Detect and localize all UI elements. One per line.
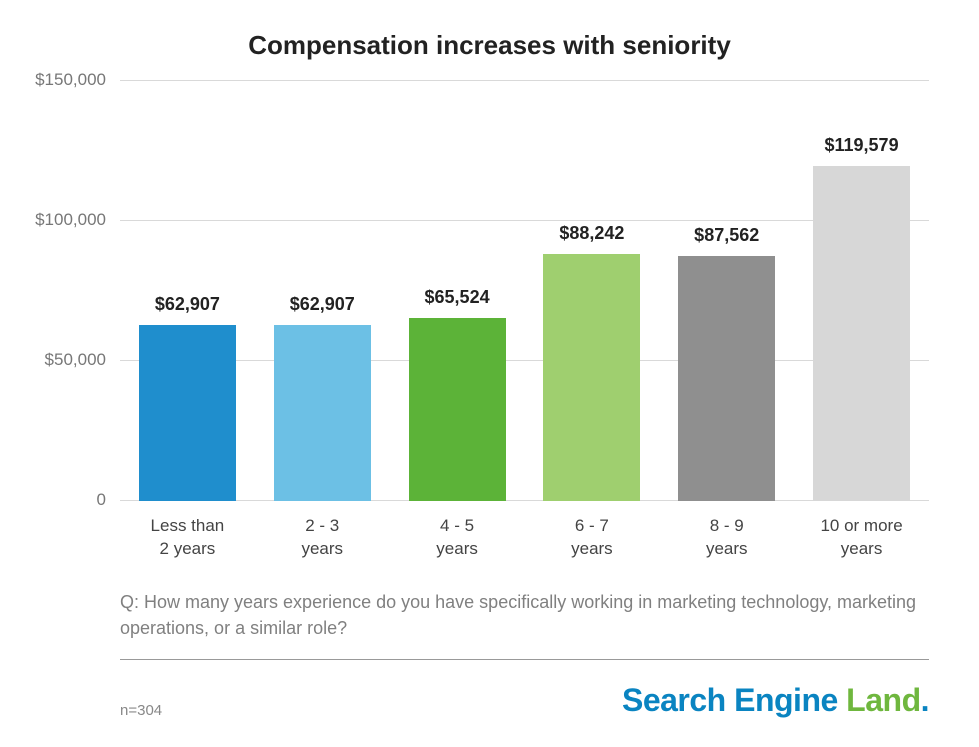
bar-slot: $119,579 xyxy=(794,81,929,501)
survey-question: Q: How many years experience do you have… xyxy=(120,589,929,660)
bar-slot: $65,524 xyxy=(390,81,525,501)
bar: $62,907 xyxy=(139,325,236,501)
bars-container: $62,907 $62,907 $65,524 $88,242 $87,562 $119,… xyxy=(120,81,929,501)
sample-size: n=304 xyxy=(120,702,162,719)
y-axis-tick: $150,000 xyxy=(35,70,120,90)
bar-value-label: $87,562 xyxy=(694,225,759,246)
bar: $65,524 xyxy=(409,318,506,501)
bar: $119,579 xyxy=(813,166,910,501)
x-axis-label: 4 - 5years xyxy=(390,515,525,561)
x-axis-labels: Less than2 years2 - 3years4 - 5years6 - … xyxy=(120,515,929,561)
bar-slot: $62,907 xyxy=(255,81,390,501)
bar: $62,907 xyxy=(274,325,371,501)
x-axis-label: 8 - 9years xyxy=(659,515,794,561)
bar-value-label: $119,579 xyxy=(825,135,899,156)
bar-slot: $88,242 xyxy=(524,81,659,501)
brand-word-1: Search xyxy=(622,682,734,718)
y-axis-tick: $100,000 xyxy=(35,210,120,230)
x-axis-label: 6 - 7years xyxy=(524,515,659,561)
brand-trailing-dot: . xyxy=(921,682,929,718)
brand-word-3: Land xyxy=(846,682,920,718)
y-axis-tick: 0 xyxy=(97,490,120,510)
x-axis-label: 10 or moreyears xyxy=(794,515,929,561)
brand-logo: Search Engine Land. xyxy=(622,682,929,719)
bar-value-label: $88,242 xyxy=(559,223,624,244)
footer: n=304 Search Engine Land. xyxy=(120,682,929,719)
chart-title: Compensation increases with seniority xyxy=(40,30,939,61)
bar: $88,242 xyxy=(543,254,640,501)
bar-value-label: $62,907 xyxy=(290,294,355,315)
bar-value-label: $65,524 xyxy=(425,287,490,308)
brand-word-2: Engine xyxy=(734,682,846,718)
bar: $87,562 xyxy=(678,256,775,501)
chart-plot-area: 0$50,000$100,000$150,000 $62,907$62,907$… xyxy=(120,81,929,501)
bar-slot: $62,907 xyxy=(120,81,255,501)
bar-slot: $87,562 xyxy=(659,81,794,501)
bar-value-label: $62,907 xyxy=(155,294,220,315)
x-axis-label: Less than2 years xyxy=(120,515,255,561)
x-axis-label: 2 - 3years xyxy=(255,515,390,561)
y-axis-tick: $50,000 xyxy=(45,350,120,370)
